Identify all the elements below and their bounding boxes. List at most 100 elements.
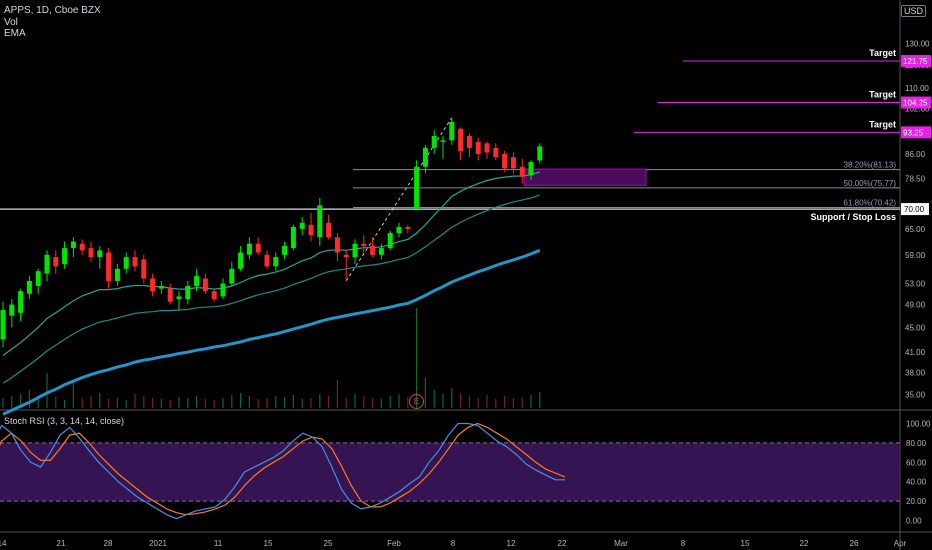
- volume-bar: [442, 394, 444, 408]
- volume-bar: [37, 399, 39, 408]
- candle-body: [88, 248, 94, 258]
- support-label: Support / Stop Loss: [811, 212, 897, 222]
- stoch-rsi-panel: [0, 422, 900, 520]
- candle-body: [176, 296, 182, 300]
- time-tick-label: 28: [104, 539, 113, 548]
- volume-bar: [222, 398, 224, 408]
- time-tick-label: 15: [741, 539, 750, 548]
- candle-body: [229, 268, 235, 284]
- candle-body: [449, 121, 455, 141]
- candle-body: [290, 226, 296, 249]
- volume-bar: [512, 398, 514, 408]
- volume-bar: [319, 394, 321, 408]
- time-tick-label: 8: [451, 539, 456, 548]
- support-price-text: 70.00: [904, 205, 925, 214]
- volume-bar: [187, 398, 189, 408]
- price-tick-label: 49.00: [905, 300, 926, 309]
- volume-bar: [81, 398, 83, 408]
- volume-bar: [116, 398, 118, 408]
- volume-bar: [143, 396, 145, 408]
- volume-bar: [99, 393, 101, 408]
- candle-body: [317, 205, 323, 238]
- target-price-badge: [901, 55, 931, 68]
- time-tick-label: 14: [0, 539, 7, 548]
- ema-mid-line: [2, 194, 540, 384]
- candle-body: [537, 146, 543, 161]
- candle-body: [18, 291, 24, 313]
- ema-fast-line: [2, 171, 540, 356]
- candle-body: [519, 166, 525, 177]
- ema-lines: [2, 171, 541, 416]
- volume-bar: [275, 396, 277, 408]
- time-tick-label: 21: [57, 539, 66, 548]
- candle-body: [79, 243, 85, 251]
- candle-body: [106, 252, 112, 281]
- volume-bar: [504, 396, 506, 408]
- candle-body: [484, 143, 490, 153]
- volume-bar: [213, 400, 215, 408]
- volume-bar: [196, 396, 198, 408]
- volume-bar: [460, 393, 462, 408]
- candle-body: [255, 243, 261, 253]
- candle-body: [414, 166, 420, 210]
- target-label: Target: [869, 48, 896, 58]
- time-tick-label: 2021: [149, 539, 167, 548]
- volume-bar: [345, 398, 347, 408]
- volume-bar: [2, 398, 4, 408]
- candle-body: [44, 254, 50, 274]
- candle-body: [194, 276, 200, 287]
- fib-label: 50.00%(75.77): [844, 179, 897, 188]
- earnings-marker-icon[interactable]: E: [409, 394, 424, 409]
- candle-body: [150, 278, 156, 292]
- buy-zone-rect: [523, 168, 647, 186]
- price-tick-label: 86.00: [905, 150, 926, 159]
- candle-body: [387, 233, 393, 249]
- ema-indicator-label[interactable]: EMA: [4, 28, 26, 39]
- volume-bar: [231, 395, 233, 408]
- volume-bar: [468, 396, 470, 408]
- price-tick-label: 102.00: [905, 104, 930, 113]
- stoch-tick-label: 100.00: [906, 420, 931, 429]
- volume-bar: [134, 394, 136, 408]
- stoch-tick-label: 0.00: [906, 517, 922, 526]
- volume-bar: [336, 380, 338, 408]
- candle-body: [97, 250, 103, 258]
- candle-body: [0, 310, 6, 340]
- volume-bar: [424, 378, 426, 408]
- candle-body: [326, 222, 332, 238]
- candle-body: [132, 257, 138, 267]
- volume-bar: [64, 400, 66, 408]
- time-tick-label: 22: [558, 539, 567, 548]
- price-tick-label: 78.50: [905, 174, 926, 183]
- candle-body: [158, 286, 164, 289]
- volume-bar: [372, 398, 374, 408]
- time-tick-label: 26: [850, 539, 859, 548]
- stoch-rsi-label[interactable]: Stoch RSI (3, 3, 14, 14, close): [4, 416, 125, 426]
- time-tick-label: Feb: [387, 539, 401, 548]
- time-tick-label: 12: [507, 539, 516, 548]
- candle-body: [361, 243, 367, 246]
- candle-body: [396, 226, 402, 234]
- candle-body: [466, 135, 472, 148]
- price-tick-label: 130.00: [905, 40, 930, 49]
- target-lines: Target Target Target: [634, 48, 900, 133]
- volume-bar: [363, 396, 365, 408]
- volume-bar: [477, 398, 479, 408]
- volume-bar: [328, 396, 330, 408]
- volume-bar: [433, 390, 435, 408]
- ema-slow-line: [2, 248, 541, 416]
- volume-bar: [125, 400, 127, 408]
- price-axis: 35.00 38.00 41.00 45.00 49.00 53.00 59.00 65.00…: [901, 40, 931, 526]
- volume-bar: [28, 390, 30, 408]
- volume-bar: [240, 393, 242, 408]
- candle-body: [440, 140, 446, 142]
- currency-badge[interactable]: USD: [900, 5, 926, 17]
- candle-body: [405, 226, 411, 229]
- price-tick-label: 45.00: [905, 323, 926, 332]
- candle-body: [299, 222, 305, 229]
- volume-bar: [46, 373, 48, 408]
- support-price-badge: [901, 203, 929, 216]
- volume-indicator-label[interactable]: Vol: [4, 17, 18, 28]
- volume-bar: [266, 398, 268, 408]
